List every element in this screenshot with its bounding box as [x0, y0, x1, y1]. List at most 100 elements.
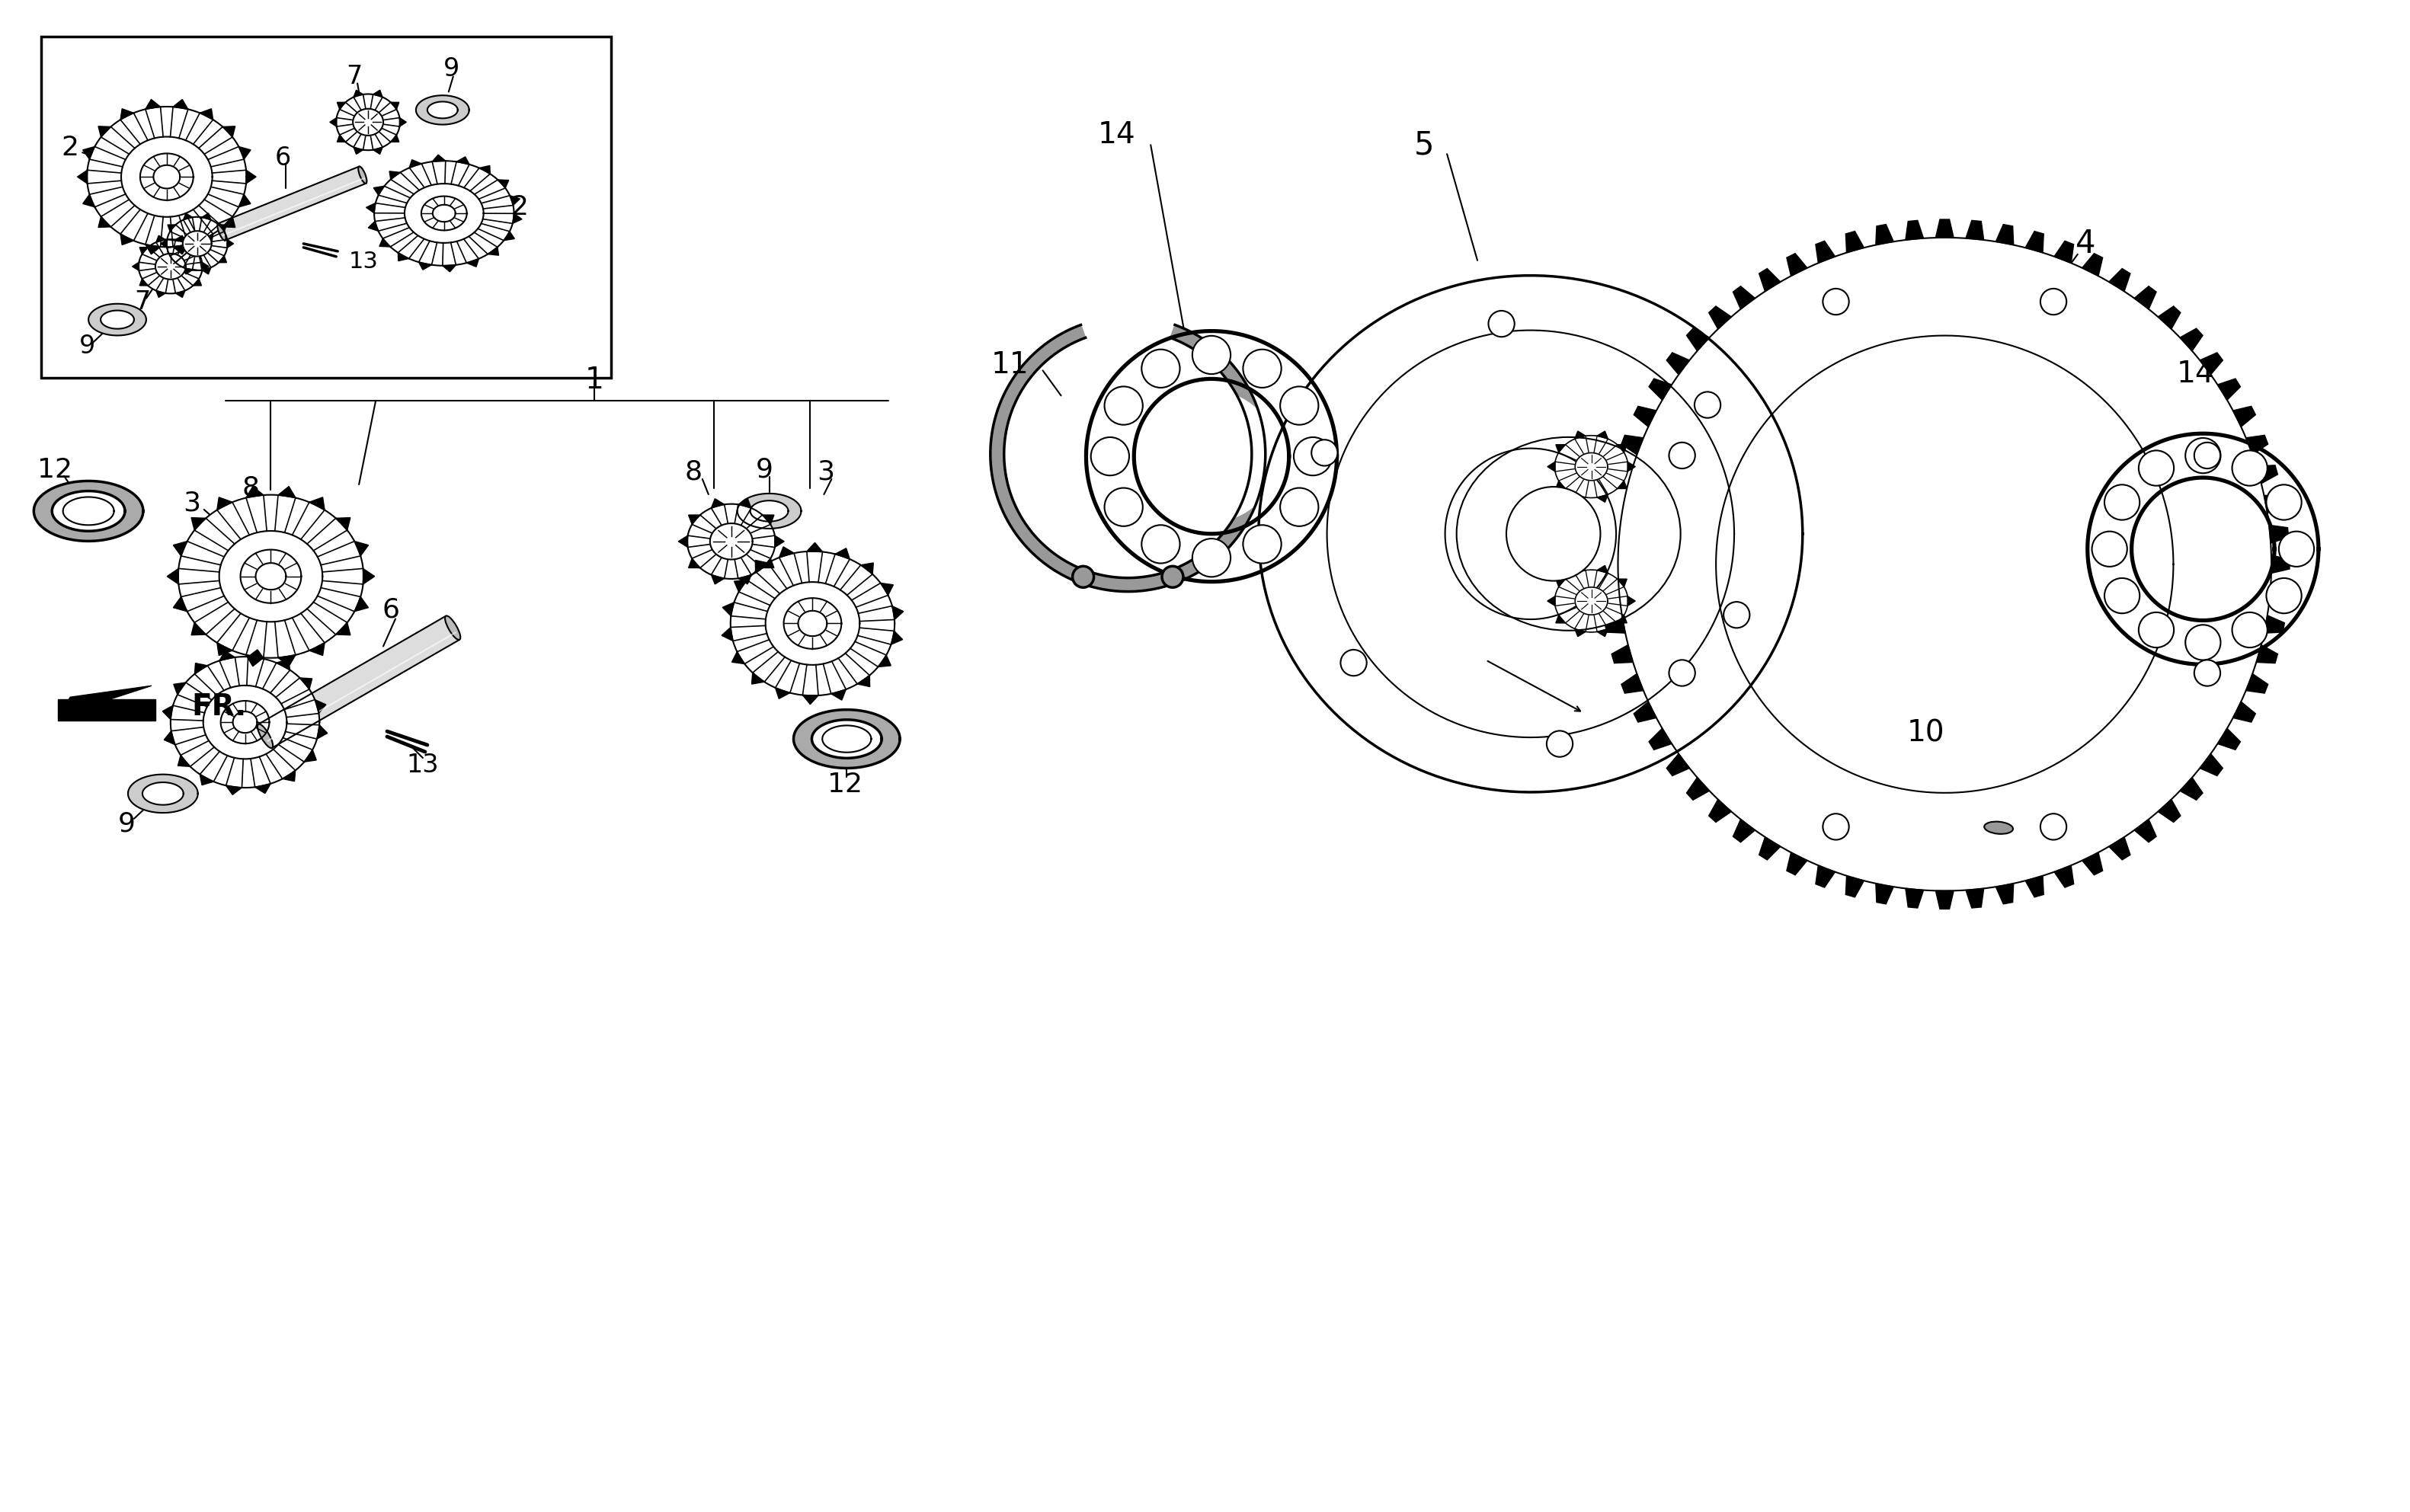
Polygon shape: [1574, 494, 1586, 502]
Polygon shape: [174, 541, 188, 556]
Polygon shape: [219, 652, 236, 661]
Polygon shape: [330, 118, 337, 127]
Polygon shape: [812, 720, 882, 758]
Polygon shape: [2109, 269, 2130, 292]
Polygon shape: [227, 239, 234, 248]
Polygon shape: [1875, 883, 1894, 904]
Polygon shape: [1634, 702, 1656, 723]
Polygon shape: [142, 782, 183, 804]
Polygon shape: [1648, 378, 1673, 401]
Polygon shape: [140, 248, 147, 254]
Polygon shape: [202, 268, 212, 274]
Polygon shape: [1815, 865, 1834, 888]
Polygon shape: [369, 221, 378, 231]
Polygon shape: [803, 696, 819, 705]
Text: 9: 9: [443, 56, 460, 82]
Polygon shape: [1605, 615, 1624, 634]
Circle shape: [1072, 565, 1094, 588]
Polygon shape: [374, 91, 383, 97]
Polygon shape: [1617, 579, 1627, 587]
Polygon shape: [1557, 481, 1566, 488]
Circle shape: [1280, 488, 1318, 526]
Polygon shape: [2256, 466, 2277, 484]
Circle shape: [2104, 578, 2140, 614]
Polygon shape: [166, 216, 227, 271]
Polygon shape: [1759, 838, 1781, 860]
Polygon shape: [1617, 615, 1627, 623]
Circle shape: [1489, 311, 1513, 337]
Polygon shape: [858, 676, 870, 686]
Polygon shape: [836, 549, 851, 559]
Polygon shape: [200, 774, 214, 785]
Polygon shape: [277, 487, 296, 497]
Polygon shape: [128, 774, 198, 813]
Polygon shape: [1846, 231, 1863, 253]
Polygon shape: [282, 771, 296, 782]
Circle shape: [2138, 451, 2174, 485]
Polygon shape: [227, 786, 241, 795]
Polygon shape: [1967, 889, 1983, 909]
Polygon shape: [1815, 240, 1834, 263]
Polygon shape: [364, 569, 374, 584]
Polygon shape: [2181, 777, 2203, 800]
Text: 13: 13: [407, 753, 439, 779]
Polygon shape: [2263, 496, 2285, 513]
Polygon shape: [419, 262, 431, 269]
Circle shape: [1193, 538, 1232, 578]
Polygon shape: [335, 94, 400, 150]
Polygon shape: [390, 171, 400, 180]
Polygon shape: [1576, 452, 1607, 481]
Polygon shape: [304, 750, 316, 762]
Polygon shape: [762, 516, 774, 525]
Polygon shape: [2246, 674, 2268, 692]
Text: 14: 14: [2176, 360, 2215, 389]
Polygon shape: [499, 180, 509, 187]
Polygon shape: [1627, 461, 1636, 472]
Polygon shape: [1906, 889, 1923, 909]
Polygon shape: [1875, 224, 1894, 245]
Ellipse shape: [359, 166, 366, 183]
Polygon shape: [2053, 240, 2073, 263]
Polygon shape: [258, 615, 460, 748]
Text: 2: 2: [511, 194, 528, 221]
Text: 6: 6: [275, 145, 292, 171]
Polygon shape: [730, 552, 894, 696]
Polygon shape: [171, 656, 321, 788]
Circle shape: [2138, 612, 2174, 647]
Polygon shape: [390, 135, 400, 142]
Polygon shape: [239, 147, 251, 159]
Polygon shape: [733, 652, 745, 664]
Polygon shape: [2217, 729, 2241, 750]
Polygon shape: [2256, 644, 2277, 664]
Polygon shape: [337, 135, 345, 142]
Text: 8: 8: [684, 458, 701, 484]
Polygon shape: [366, 203, 376, 213]
Polygon shape: [161, 706, 174, 720]
Polygon shape: [1668, 754, 1689, 776]
Polygon shape: [390, 103, 400, 109]
Text: 13: 13: [349, 251, 378, 274]
Polygon shape: [1574, 629, 1586, 637]
Text: 10: 10: [1906, 718, 1945, 747]
Circle shape: [1694, 392, 1721, 417]
Polygon shape: [1574, 431, 1586, 438]
Polygon shape: [892, 631, 904, 644]
Polygon shape: [2200, 754, 2222, 776]
Polygon shape: [2181, 328, 2203, 351]
Circle shape: [2193, 443, 2220, 469]
Polygon shape: [1935, 891, 1955, 909]
Polygon shape: [183, 231, 212, 257]
Polygon shape: [1622, 435, 1644, 455]
Polygon shape: [892, 606, 904, 620]
Polygon shape: [217, 643, 231, 656]
Polygon shape: [1598, 629, 1607, 637]
Circle shape: [1547, 730, 1574, 758]
Polygon shape: [1617, 237, 2270, 891]
Polygon shape: [335, 517, 349, 531]
Circle shape: [1723, 602, 1750, 627]
Polygon shape: [1846, 875, 1863, 897]
Polygon shape: [455, 157, 470, 165]
Polygon shape: [1598, 431, 1607, 438]
Polygon shape: [513, 213, 523, 224]
Polygon shape: [316, 700, 325, 714]
